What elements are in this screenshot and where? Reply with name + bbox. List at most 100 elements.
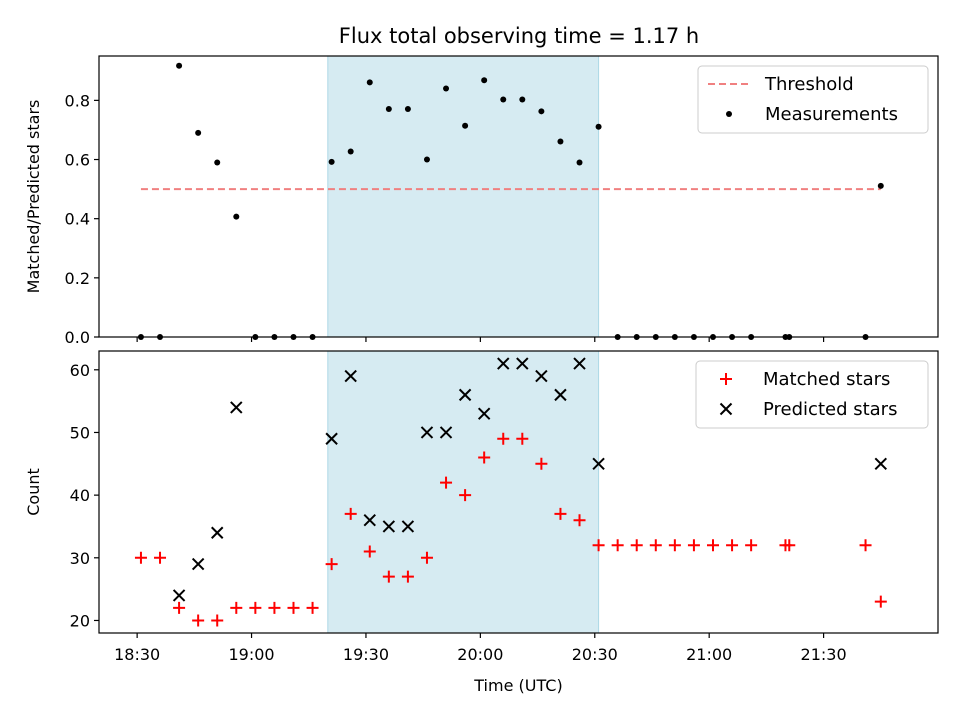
predicted-point [477,407,491,420]
matched-point [611,539,624,552]
matched-point [535,457,548,470]
x-tick-label: 20:00 [457,645,503,664]
top-shaded-span [327,55,600,338]
x-tick-label: 19:00 [228,645,274,664]
matched-point [325,558,338,571]
measurement-point [443,85,450,92]
matched-point [287,601,300,614]
y-tick-label: 50 [70,423,90,442]
y-tick-label: 60 [70,361,90,380]
matched-point [573,514,586,527]
y-tick-label: 0.0 [65,328,90,347]
measurement-point [481,77,488,84]
matched-point [592,539,605,552]
predicted-point [401,520,415,533]
measurement-point [500,96,507,103]
measurement-point [385,105,392,112]
matched-point [745,539,758,552]
measurement-point [595,123,602,130]
matched-point [268,601,281,614]
y-tick-label: 30 [70,549,90,568]
matched-point [687,539,700,552]
matched-point [363,545,376,558]
measurement-point [576,159,583,166]
measurement-point [462,122,469,129]
legend-predicted-label: Predicted stars [763,399,897,420]
bottom-axes-frame [98,350,939,634]
measurement-point [233,213,240,220]
predicted-point [516,357,529,370]
measurement-point [347,148,354,155]
x-axis-label: Time (UTC) [473,676,562,695]
predicted-point [592,457,605,471]
y-tick-label: 40 [70,486,90,505]
x-tick-label: 21:00 [686,645,732,664]
predicted-point [497,357,510,370]
y-tick-label: 0.4 [65,210,90,229]
y-tick-label: 20 [70,611,90,630]
top-legend: Threshold Measurements [697,65,929,134]
bottom-y-axis-label: Count [24,468,43,516]
predicted-point [363,513,376,527]
predicted-point [420,426,434,439]
predicted-point [439,426,453,439]
legend-box [695,360,929,429]
x-tick-label: 20:30 [572,645,618,664]
y-tick-label: 0.2 [65,269,90,288]
predicted-point [230,401,243,414]
matched-point [874,595,887,608]
measurement-point [557,138,564,145]
legend-box [697,65,929,134]
matched-point [344,507,357,520]
matched-point [440,476,453,489]
top-panel: 0.0 0.2 0.4 0.6 0.8 Matched/Predicted stars Th… [24,55,939,347]
matched-point [706,539,719,552]
matched-point [420,551,433,564]
predicted-point [554,388,567,402]
matched-point [726,539,739,552]
matched-point [497,432,510,445]
predicted-point [573,357,586,370]
measurement-point [538,108,545,115]
bottom-legend: Matched stars Predicted stars [695,360,929,429]
measurement-point [176,62,183,69]
measurement-point [519,96,526,103]
measurement-point [195,129,202,136]
legend-predicted-swatch [719,402,733,416]
matched-point [478,451,491,464]
top-axes-frame [98,55,939,338]
x-tick-label: 18:30 [114,645,160,664]
measurement-point [404,105,411,112]
bottom-panel: 20 30 40 50 60 18:30 19:00 19:30 20:00 20:30 21:00… [24,350,939,695]
legend-matched-label: Matched stars [763,369,890,390]
matched-point [859,539,872,552]
matched-point [554,507,567,520]
legend-measurement-swatch [726,111,732,117]
predicted-point [325,432,338,445]
matched-point [211,614,224,627]
x-tick-label: 21:30 [801,645,847,664]
measurement-point [328,158,335,165]
predicted-point [344,369,357,383]
matched-point [459,489,472,502]
matched-point [382,570,395,583]
measurement-point [877,182,884,189]
predicted-point [172,589,186,602]
matched-point [630,539,643,552]
matched-point [173,601,186,614]
matched-point [249,601,262,614]
top-y-axis-label: Matched/Predicted stars [24,100,43,294]
predicted-point [382,520,396,533]
y-tick-label: 0.8 [65,91,90,110]
predicted-point [535,369,548,383]
predicted-point [191,557,205,571]
matched-point [306,601,319,614]
legend-matched-swatch [720,373,732,385]
matched-point [401,570,414,583]
predicted-point [211,526,224,539]
matched-point [192,614,205,627]
predicted-point [458,388,472,402]
chart-title: Flux total observing time = 1.17 h [339,24,699,48]
y-tick-label: 0.6 [65,151,90,170]
